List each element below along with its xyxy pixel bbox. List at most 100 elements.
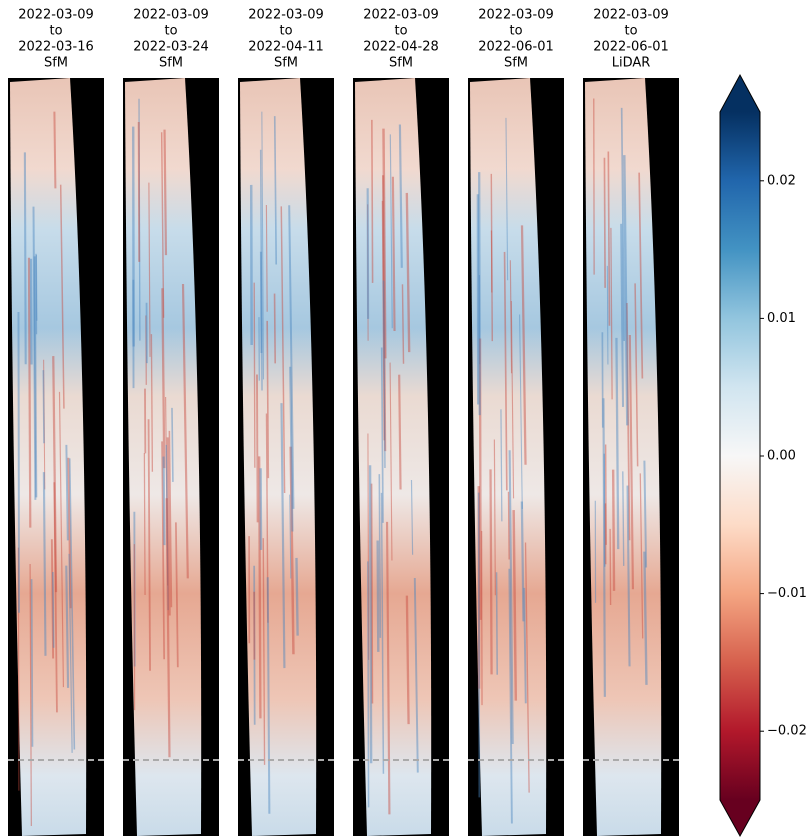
- panel-title: 2022-06-01: [478, 40, 554, 55]
- map-streak: [615, 337, 620, 550]
- map-streak: [17, 312, 21, 613]
- map-streak: [68, 553, 73, 753]
- map-streak: [67, 457, 72, 609]
- map-streak: [58, 391, 65, 688]
- map-streak: [623, 155, 629, 426]
- panel-title: 2022-03-09: [133, 8, 209, 23]
- map-streak: [42, 370, 45, 444]
- map-streak: [295, 557, 299, 636]
- map-streak: [405, 192, 411, 353]
- colorbar-outline: [719, 73, 761, 838]
- map-streak: [23, 152, 27, 365]
- map-streak: [620, 223, 625, 407]
- panel-title: 2022-03-16: [18, 40, 94, 55]
- panel-title: 2022-03-24: [133, 40, 209, 55]
- panel-title: 2022-04-28: [363, 40, 439, 55]
- map-streak: [512, 510, 518, 701]
- panel-title: to: [279, 24, 292, 39]
- map-streak: [367, 561, 370, 808]
- map-streak: [51, 571, 55, 648]
- map-streak: [371, 119, 374, 283]
- map-streak: [634, 283, 639, 467]
- map-streak: [253, 282, 256, 468]
- map-streak: [385, 521, 391, 815]
- map-streak: [273, 293, 277, 364]
- panel-title: 2022-03-09: [593, 8, 669, 23]
- map-streak: [603, 157, 606, 288]
- map-streak: [280, 403, 286, 669]
- map-streak: [165, 498, 171, 758]
- difference-map: [10, 78, 87, 836]
- map-streak: [405, 595, 410, 725]
- map-streak: [29, 563, 32, 827]
- map-streak: [35, 253, 38, 335]
- map-streak: [32, 206, 37, 500]
- map-streak: [500, 409, 503, 522]
- map-streak: [266, 320, 270, 479]
- map-streak: [29, 258, 33, 365]
- map-streak: [166, 437, 171, 616]
- map-streak: [625, 302, 631, 541]
- map-streak: [53, 482, 58, 713]
- map-streak: [147, 419, 151, 671]
- map-streak: [266, 577, 271, 814]
- map-streak: [490, 173, 493, 342]
- map-streak: [520, 501, 525, 622]
- colorbar-tick-label: −0.01: [767, 586, 807, 601]
- map-streak: [288, 205, 295, 509]
- map-streak: [620, 107, 625, 342]
- map-streak: [626, 485, 631, 667]
- map-streak: [265, 413, 269, 623]
- colorbar-extend-bottom: [720, 800, 760, 836]
- map-streak: [505, 117, 509, 281]
- difference-map: [470, 78, 547, 836]
- map-streak: [150, 334, 154, 472]
- map-streak: [33, 256, 38, 498]
- map-streak: [524, 542, 530, 793]
- map-streak: [398, 124, 403, 268]
- map-streak: [165, 444, 169, 611]
- map-streak: [258, 456, 262, 719]
- map-streak: [265, 205, 268, 312]
- map-streak: [643, 551, 648, 685]
- map-streak: [493, 439, 496, 596]
- map-streak: [507, 491, 510, 560]
- colorbar-tick-label: 0.02: [767, 173, 796, 188]
- panel-title: 2022-03-09: [363, 8, 439, 23]
- map-streak: [643, 460, 648, 568]
- map-streak: [639, 473, 644, 639]
- panel-title: SfM: [389, 56, 413, 71]
- map-streak: [138, 98, 141, 341]
- panel-title: SfM: [159, 56, 183, 71]
- map-streak: [163, 129, 168, 256]
- map-streak: [381, 200, 386, 441]
- map-streak: [256, 374, 259, 523]
- map-streak: [376, 540, 380, 652]
- map-streak: [495, 572, 498, 675]
- map-streak: [398, 374, 402, 490]
- map-streak: [148, 182, 151, 357]
- map-streak: [401, 284, 405, 364]
- map-streak: [370, 483, 374, 704]
- difference-map: [125, 78, 202, 836]
- panel-title: 2022-06-01: [593, 40, 669, 55]
- map-streak: [168, 430, 173, 608]
- map-streak: [622, 471, 625, 566]
- panel-title: 2022-03-09: [248, 8, 324, 23]
- map-streak: [43, 359, 46, 490]
- colorbar-tick-label: −0.02: [767, 724, 807, 739]
- map-streak: [380, 347, 384, 523]
- panel-title: to: [164, 24, 177, 39]
- map-streak: [161, 441, 166, 660]
- map-streak: [628, 334, 634, 590]
- map-streak: [280, 206, 286, 493]
- map-streak: [161, 288, 166, 469]
- map-streak: [389, 134, 393, 329]
- map-streak: [523, 587, 527, 704]
- panel-title: SfM: [44, 56, 68, 71]
- panel-title: to: [624, 24, 637, 39]
- map-streak: [160, 132, 165, 318]
- map-streak: [519, 314, 523, 509]
- map-streak: [261, 111, 264, 380]
